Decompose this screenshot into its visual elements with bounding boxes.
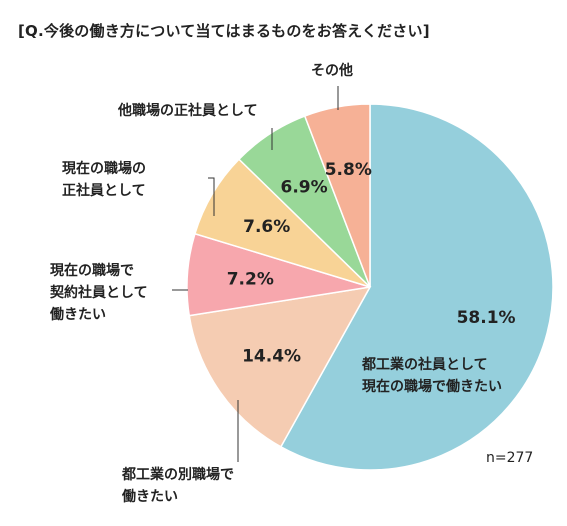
category-label-3: 現在の職場の 正社員として bbox=[62, 161, 146, 199]
value-label-0: 58.1% bbox=[457, 308, 516, 328]
value-label-3: 7.6% bbox=[243, 217, 290, 237]
sample-size-note: n=277 bbox=[486, 450, 534, 466]
value-label-2: 7.2% bbox=[227, 270, 274, 290]
leader-line-3 bbox=[208, 177, 215, 216]
chart-title: [Q.今後の働き方について当てはまるものをお答えください] bbox=[18, 22, 430, 40]
category-label-4: 他職場の正社員として bbox=[118, 103, 258, 119]
pie-slice-1 bbox=[188, 286, 372, 448]
value-label-4: 6.9% bbox=[281, 178, 328, 198]
category-label-2: 現在の職場で 契約社員として 働きたい bbox=[50, 263, 148, 323]
category-label-0: 都工業の社員として 現在の職場で働きたい bbox=[362, 357, 502, 395]
category-label-5: その他 bbox=[311, 63, 353, 79]
category-label-1: 都工業の別職場で 働きたい bbox=[122, 467, 234, 505]
pie-slice-0 bbox=[279, 103, 554, 471]
value-label-5: 5.8% bbox=[325, 160, 372, 180]
pie-slice-5 bbox=[303, 103, 371, 288]
value-label-1: 14.4% bbox=[242, 347, 301, 367]
